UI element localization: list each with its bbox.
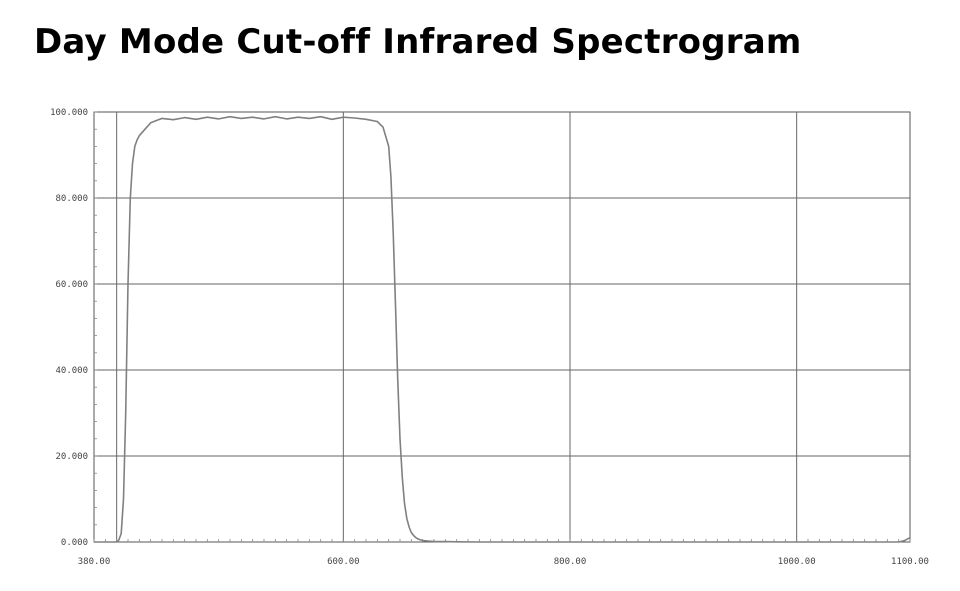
y-tick-label: 60.000 xyxy=(55,280,88,290)
x-tick-label: 1100.00 xyxy=(891,557,929,567)
x-tick-label: 800.00 xyxy=(554,557,587,567)
transmittance-series-line xyxy=(94,115,911,543)
x-tick-label: 1000.00 xyxy=(778,557,816,567)
chart-title: Day Mode Cut-off Infrared Spectrogram xyxy=(34,22,802,62)
x-tick-labels: 380.00 600.00 800.00 1000.00 1100.00 xyxy=(78,557,929,567)
x-tick-label: 600.00 xyxy=(327,557,360,567)
y-tick-label: 20.000 xyxy=(55,452,88,462)
plot-area-frame xyxy=(93,111,911,543)
grid-lines xyxy=(94,112,910,542)
x-tick-label: 380.00 xyxy=(78,557,111,567)
y-tick-label: 0.000 xyxy=(61,538,88,548)
y-tick-labels: 0.000 20.000 40.000 60.000 80.000 100.000 xyxy=(50,108,88,548)
y-tick-label: 80.000 xyxy=(55,194,88,204)
y-tick-label: 100.000 xyxy=(50,108,88,118)
series-layer xyxy=(94,115,911,543)
y-tick-label: 40.000 xyxy=(55,366,88,376)
